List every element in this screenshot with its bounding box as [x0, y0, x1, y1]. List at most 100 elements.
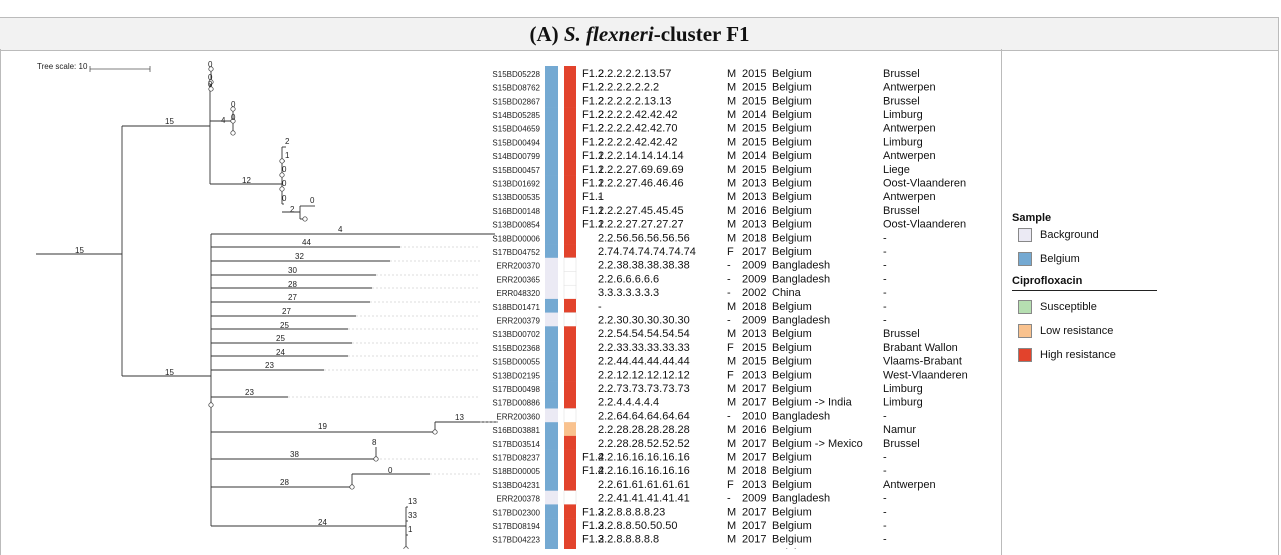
isolate-row: S17BD00498 2.2.73.73.73.73.73 M 2017 Belgium…	[492, 381, 923, 396]
legend-susceptible-label: Susceptible	[1040, 301, 1097, 313]
country-cell: Belgium	[772, 191, 812, 203]
year-cell: 2013	[742, 479, 766, 491]
country-cell: Belgium	[772, 109, 812, 121]
branch-length-label: 23	[265, 361, 274, 370]
tree-node-marker	[230, 118, 236, 124]
isolate-row: S17BD00886 2.2.4.4.4.4.4 M 2017 Belgium -> I…	[492, 394, 923, 409]
right-border	[1278, 17, 1279, 555]
cluster-cell: F1.3	[582, 506, 604, 518]
cipro-cell	[564, 435, 576, 450]
cipro-cell	[563, 312, 577, 327]
city-cell: -	[883, 547, 887, 549]
isolate-row: S15BD02867 F1.22.2.2.2.2.13.13 M 2015 Belgiu…	[492, 93, 920, 108]
sample-cell	[545, 148, 558, 163]
isolate-row: S15BD00055 2.2.44.44.44.44.44 M 2015 Belgium…	[492, 353, 962, 368]
city-cell: Brussel	[883, 328, 920, 340]
isolate-row: S13BD01692 F1.12.2.2.27.46.46.46 M 2013 Belg…	[492, 175, 966, 190]
sample-cell	[545, 93, 558, 108]
cipro-cell	[563, 257, 577, 273]
city-cell: Antwerpen	[883, 123, 936, 135]
year-cell: 2002	[742, 287, 766, 299]
legend-item-high: High resistance	[1012, 347, 1157, 363]
year-cell: 2017	[742, 438, 766, 450]
mlva-profile-cell: 2.2.2.2.2.13.13	[598, 95, 671, 107]
year-cell: 2010	[742, 410, 766, 422]
sex-cell: M	[727, 109, 736, 121]
legend-background-label: Background	[1040, 229, 1099, 241]
cipro-cell	[564, 381, 576, 396]
mlva-profile-cell: 2.2.2.2.42.42.70	[598, 123, 678, 135]
sex-cell: M	[727, 451, 736, 463]
city-cell: Vlaams-Brabant	[883, 356, 962, 368]
country-cell: Belgium	[772, 136, 812, 148]
legend-item-low: Low resistance	[1012, 323, 1157, 339]
city-cell: Limburg	[883, 136, 923, 148]
mlva-profile-cell: 2.2.2.27.69.69.69	[598, 164, 684, 176]
isolate-id: S16BD00148	[492, 207, 540, 216]
mlva-profile-cell: 2.2.30.30.30.30.30	[598, 314, 690, 326]
cipro-cell	[564, 518, 576, 533]
mlva-profile-cell: 2.2.8.8.8.8.8	[598, 534, 659, 546]
isolate-row: ERR048320 3.3.3.3.3.3.3-2002 China -	[496, 284, 887, 300]
country-cell: Belgium	[772, 547, 812, 549]
city-cell: -	[883, 451, 887, 463]
year-cell: 2015	[742, 136, 766, 148]
sex-cell: M	[727, 123, 736, 135]
sex-cell: M	[727, 301, 736, 313]
cipro-cell	[563, 271, 577, 286]
year-cell: 2018	[742, 232, 766, 244]
cluster-cell: F1.1	[582, 177, 604, 189]
tree-node-marker	[373, 456, 379, 462]
branch-length-label: 0	[231, 100, 236, 109]
low-resistance-swatch	[1018, 324, 1032, 338]
isolate-row: S15BD02368 2.2.33.33.33.33.33 F 2015 Belgium…	[492, 340, 958, 354]
sample-cell	[545, 175, 558, 190]
isolate-id: ERR048320	[496, 289, 540, 298]
sample-cell	[545, 107, 558, 122]
sample-cell	[545, 518, 558, 533]
cluster-cell: F1.3	[582, 520, 604, 532]
legend-cipro-title: Ciprofloxacin	[1012, 275, 1157, 291]
cipro-cell	[564, 120, 576, 135]
year-cell: 2013	[742, 369, 766, 381]
title-suffix: -cluster F1	[653, 22, 750, 46]
sample-cell	[545, 422, 558, 437]
tree-node-marker	[208, 79, 214, 85]
mlva-profile-cell: 2.2.33.33.33.33.33	[598, 342, 690, 354]
mlva-profile-cell: 2.2.16.16.16.16.16	[598, 451, 690, 463]
cipro-cell	[564, 216, 576, 231]
isolate-row: S14BD05285 F1.22.2.2.2.42.42.42 M 2014 Belgi…	[492, 107, 923, 122]
country-cell: Belgium	[772, 123, 812, 135]
sex-cell: M	[727, 506, 736, 518]
background-swatch	[1018, 228, 1032, 242]
country-cell: Belgium	[772, 232, 812, 244]
cluster-cell: F1.1	[582, 164, 604, 176]
branch-length-label: 19	[318, 422, 327, 431]
isolate-id: S18BD01471	[492, 303, 540, 312]
branch-length-label: 2	[290, 205, 295, 214]
country-cell: Belgium	[772, 301, 812, 313]
year-cell: 2017	[742, 383, 766, 395]
isolate-id: S17BD02300	[492, 508, 540, 517]
year-cell: 2018	[742, 465, 766, 477]
sex-cell: M	[727, 95, 736, 107]
branch-length-label: 32	[295, 252, 304, 261]
city-cell: -	[883, 493, 887, 505]
country-cell: Belgium -> India	[772, 397, 853, 409]
branch-length-label: 0	[388, 466, 393, 475]
isolate-row: ERR200370 2.2.38.38.38.38.38-2009 Banglade…	[496, 257, 887, 273]
year-cell: 2017	[742, 520, 766, 532]
mlva-profile-cell: 2.2.4.4.4.4.4	[598, 397, 659, 409]
tree-scale-label: Tree scale: 10	[37, 62, 88, 71]
sex-cell: -	[727, 287, 731, 299]
branch-length-label: 0	[310, 196, 315, 205]
cipro-cell	[564, 394, 576, 409]
cipro-cell	[564, 463, 576, 478]
legend-item-belgium: Belgium	[1012, 251, 1157, 267]
isolate-id: S17BD08237	[492, 453, 540, 462]
country-cell: Belgium	[772, 205, 812, 217]
cipro-cell	[564, 422, 576, 437]
country-cell: Belgium	[772, 219, 812, 231]
city-cell: -	[883, 534, 887, 546]
